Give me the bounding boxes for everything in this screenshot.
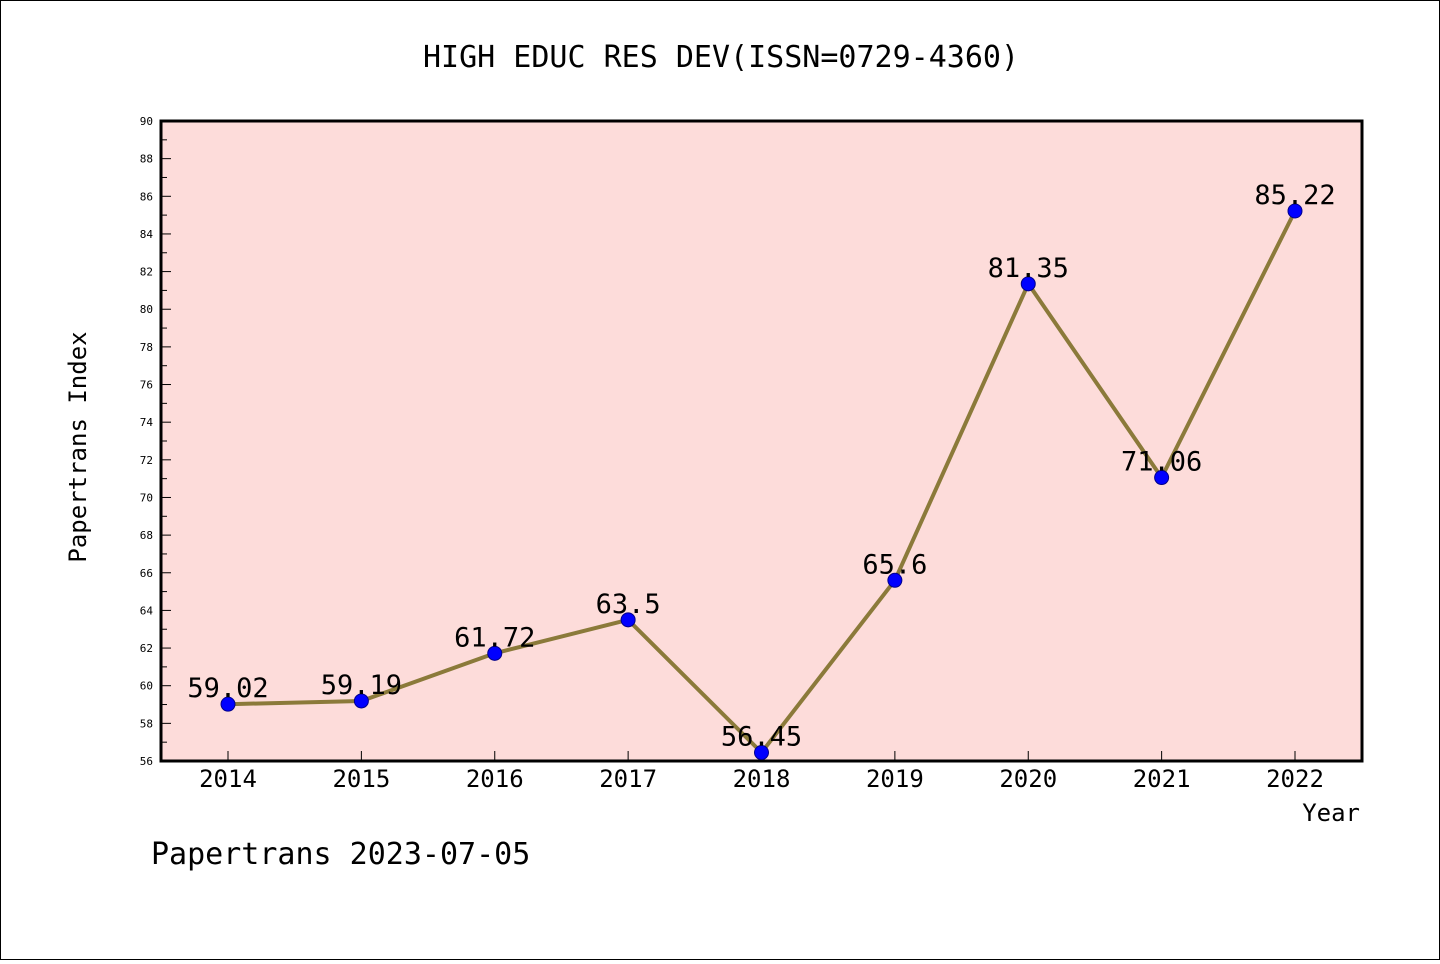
x-axis: 2014 2015 2016 2017 2018 2019 2020 2021 2022: [199, 751, 1324, 793]
data-label: 59.19: [321, 670, 402, 701]
plot-area: [159, 119, 1364, 763]
data-point: [1287, 203, 1303, 219]
data-point: [887, 572, 903, 588]
y-tick-label: 64: [140, 604, 154, 617]
series-layer: 59.02 59.19 61.72 63.5 56.45 65.6 81.35 71.06 85…: [187, 180, 1336, 761]
y-tick-label: 88: [140, 153, 153, 166]
x-tick-label: 2014: [199, 765, 257, 793]
x-tick-label: 2018: [733, 765, 791, 793]
x-tick-label: 2021: [1133, 765, 1191, 793]
y-axis-label: Papertrans Index: [64, 331, 92, 562]
x-tick-label: 2016: [466, 765, 524, 793]
y-tick-label: 74: [140, 416, 154, 429]
y-tick-label: 58: [140, 717, 153, 730]
data-point: [353, 693, 369, 709]
y-tick-label: 72: [140, 454, 153, 467]
x-tick-label: 2022: [1266, 765, 1324, 793]
data-point: [1154, 470, 1170, 486]
data-point: [754, 745, 769, 761]
y-tick-label: 60: [140, 680, 153, 693]
y-tick-label: 82: [140, 266, 153, 279]
data-label: 65.6: [862, 549, 927, 580]
data-point: [620, 612, 636, 628]
y-tick-label: 80: [140, 303, 153, 316]
x-tick-label: 2019: [866, 765, 924, 793]
y-tick-label: 56: [140, 755, 153, 768]
data-label: 63.5: [596, 589, 661, 620]
data-label: 61.72: [454, 622, 535, 653]
y-tick-label: 62: [140, 642, 153, 655]
data-point: [487, 645, 503, 661]
data-point: [1020, 276, 1036, 292]
x-axis-label: Year: [1302, 799, 1360, 827]
data-label: 81.35: [988, 253, 1069, 284]
data-label: 56.45: [721, 722, 802, 753]
y-tick-label: 86: [140, 190, 153, 203]
data-label: 71.06: [1121, 447, 1202, 478]
x-tick-label: 2017: [599, 765, 657, 793]
data-label: 85.22: [1254, 180, 1335, 211]
footer-text: Papertrans 2023-07-05: [151, 837, 530, 872]
y-axis: 56 58 60 62 64 66 68 70 72 74 76 78 80 82 84 86 88 90: [140, 115, 171, 768]
x-tick-label: 2020: [999, 765, 1057, 793]
y-tick-label: 68: [140, 529, 153, 542]
y-tick-label: 84: [140, 228, 154, 241]
y-tick-label: 70: [140, 491, 153, 504]
chart-title: HIGH EDUC RES DEV(ISSN=0729-4360): [423, 40, 1019, 75]
data-point: [220, 696, 236, 712]
y-tick-label: 90: [140, 115, 153, 128]
x-tick-label: 2015: [332, 765, 390, 793]
y-tick-label: 78: [140, 341, 153, 354]
y-tick-label: 66: [140, 567, 153, 580]
data-label: 59.02: [187, 673, 268, 704]
y-tick-label: 76: [140, 379, 153, 392]
